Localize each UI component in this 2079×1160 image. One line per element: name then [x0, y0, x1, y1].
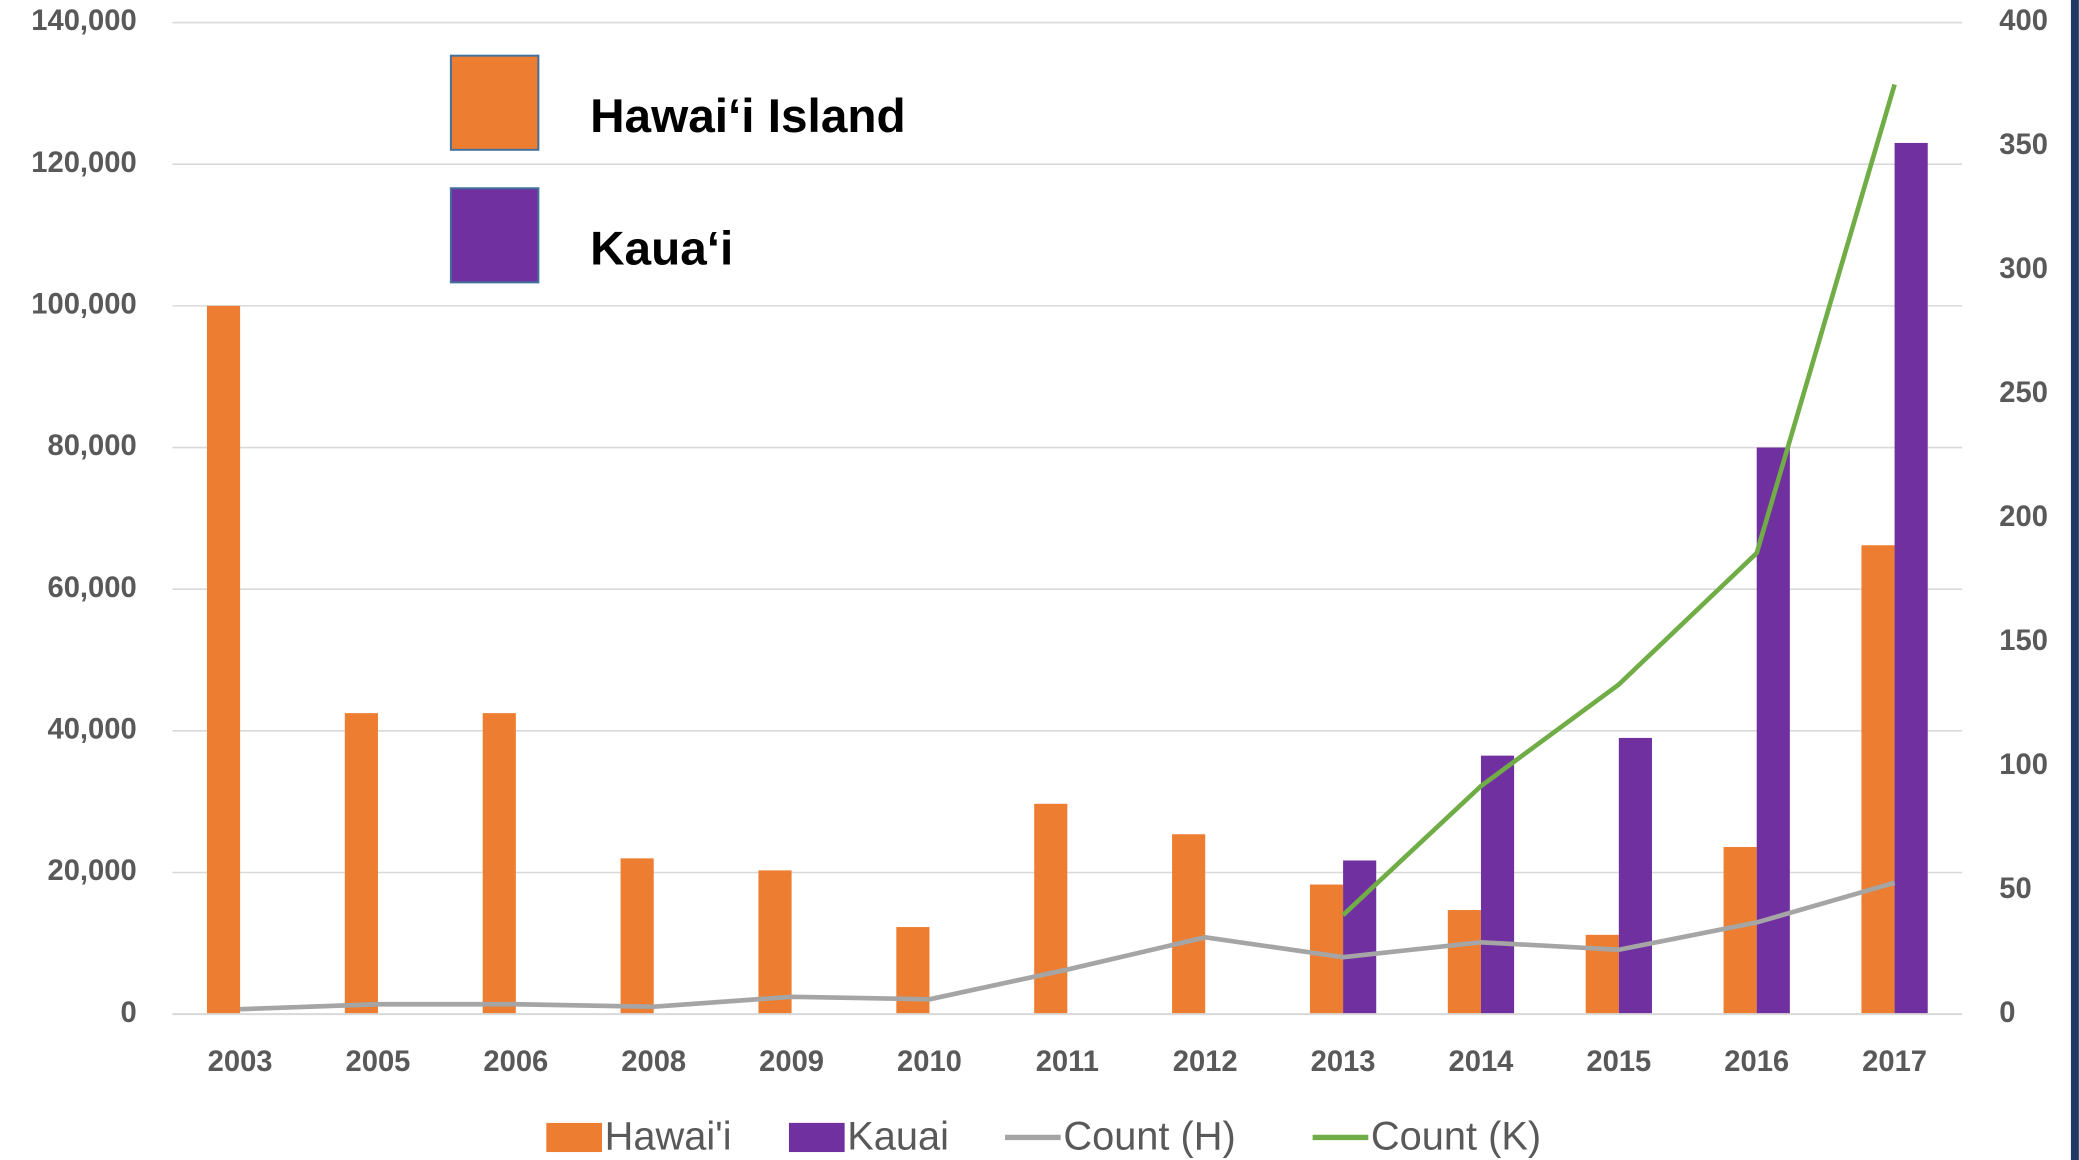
x-tick-label: 2006: [483, 1046, 548, 1078]
legend-label: Kauai: [847, 1114, 949, 1158]
bar: [206, 305, 241, 1015]
y-tick-label: 140,000: [31, 5, 136, 37]
y2-tick-label: 250: [1999, 377, 2048, 409]
bar: [620, 858, 654, 1015]
bar: [1480, 755, 1515, 1015]
legend-swatch: [788, 1122, 845, 1153]
y2-tick-label: 100: [1999, 749, 2048, 781]
bar: [1343, 860, 1377, 1015]
bar: [758, 870, 792, 1015]
inset-swatch: [449, 187, 540, 284]
legend-label: Hawai'i: [605, 1114, 732, 1158]
y-tick-label: 120,000: [31, 147, 136, 179]
bar: [1309, 884, 1344, 1015]
y-tick-label: 0: [120, 997, 136, 1029]
y2-tick-label: 400: [1999, 5, 2048, 37]
bar: [1723, 847, 1757, 1015]
inset-label: Hawai‘i Island: [590, 90, 906, 143]
y-tick-label: 100,000: [31, 289, 136, 321]
x-tick-label: 2003: [208, 1046, 273, 1078]
y2-tick-label: 150: [1999, 625, 2048, 657]
x-tick-label: 2014: [1449, 1046, 1515, 1078]
y2-tick-label: 200: [1999, 501, 2048, 533]
x-tick-label: 2015: [1586, 1046, 1651, 1078]
y-tick-label: 80,000: [48, 430, 137, 462]
x-tick-label: 2017: [1862, 1046, 1927, 1078]
x-tick-label: 2010: [897, 1046, 962, 1078]
x-tick-label: 2016: [1724, 1046, 1789, 1078]
x-tick-label: 2005: [346, 1046, 411, 1078]
inset-label: Kaua‘i: [590, 222, 733, 275]
bar: [1618, 737, 1652, 1015]
bar: [1447, 910, 1481, 1015]
y-tick-label: 40,000: [48, 714, 137, 746]
bar: [1861, 545, 1895, 1015]
line: [240, 880, 1896, 1012]
bar: [1172, 834, 1206, 1015]
legend-label: Count (K): [1371, 1114, 1541, 1158]
bar: [344, 713, 378, 1015]
x-tick-label: 2011: [1036, 1046, 1099, 1078]
x-tick-label: 2012: [1173, 1046, 1238, 1078]
legend-swatch: [546, 1122, 603, 1153]
y2-tick-label: 350: [1999, 129, 2048, 161]
line: [1341, 83, 1897, 917]
y-tick-label: 60,000: [48, 572, 137, 604]
bar: [1894, 142, 1928, 1015]
y2-tick-label: 50: [1999, 873, 2031, 905]
y-tick-label: 20,000: [48, 855, 137, 887]
y2-tick-label: 300: [1999, 253, 2048, 285]
edge-bar: [2070, 0, 2079, 1160]
legend-label: Count (H): [1063, 1114, 1235, 1158]
x-tick-label: 2009: [759, 1046, 824, 1078]
inset-swatch: [449, 54, 540, 151]
bar: [482, 713, 516, 1015]
bar: [1034, 803, 1068, 1015]
x-tick-label: 2013: [1311, 1046, 1376, 1078]
y2-tick-label: 0: [1999, 997, 2015, 1029]
x-tick-label: 2008: [621, 1046, 686, 1078]
